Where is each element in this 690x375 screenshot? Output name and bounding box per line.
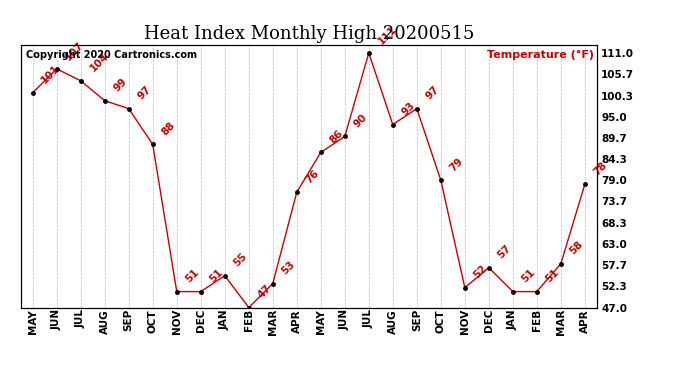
Text: 93: 93	[400, 100, 417, 118]
Text: 88: 88	[159, 120, 177, 138]
Text: 55: 55	[232, 251, 249, 269]
Text: Temperature (°F): Temperature (°F)	[487, 50, 594, 60]
Text: 57: 57	[496, 243, 513, 261]
Text: 47: 47	[256, 283, 273, 300]
Text: 97: 97	[424, 84, 441, 102]
Title: Heat Index Monthly High 20200515: Heat Index Monthly High 20200515	[144, 26, 474, 44]
Text: 51: 51	[208, 267, 225, 285]
Text: Copyright 2020 Cartronics.com: Copyright 2020 Cartronics.com	[26, 50, 197, 60]
Text: 51: 51	[184, 267, 201, 285]
Text: 90: 90	[352, 112, 369, 129]
Text: 53: 53	[279, 260, 297, 277]
Text: 79: 79	[448, 156, 465, 173]
Text: 51: 51	[520, 267, 537, 285]
Text: 76: 76	[304, 168, 321, 185]
Text: 101: 101	[39, 63, 62, 86]
Text: 104: 104	[88, 51, 110, 74]
Text: 58: 58	[568, 240, 585, 257]
Text: 97: 97	[136, 84, 153, 102]
Text: 107: 107	[63, 39, 86, 62]
Text: 111: 111	[376, 24, 398, 46]
Text: 86: 86	[328, 128, 345, 146]
Text: 51: 51	[544, 267, 561, 285]
Text: 78: 78	[592, 160, 609, 177]
Text: 99: 99	[112, 76, 129, 94]
Text: 52: 52	[472, 263, 489, 280]
